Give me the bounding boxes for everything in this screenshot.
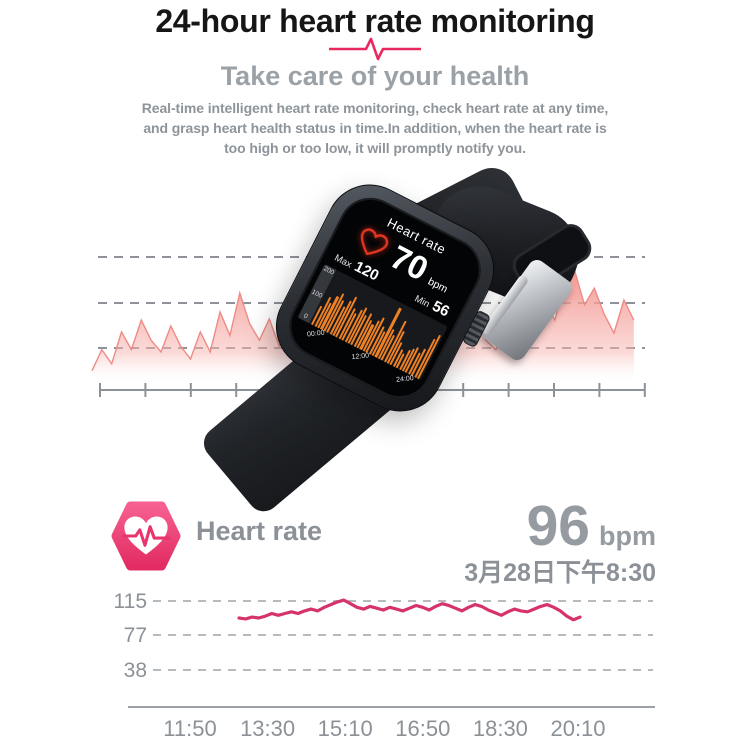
heart-rate-line [237, 598, 582, 622]
svg-text:20:10: 20:10 [550, 716, 605, 741]
heart-rate-label: Heart rate [196, 516, 323, 546]
heart-rate-reading: 96 bpm [527, 498, 656, 555]
description-line: and grasp heart health status in time.In… [143, 120, 607, 136]
heart-outline-icon [361, 228, 389, 255]
svg-text:38: 38 [124, 659, 147, 682]
heart-rate-value: 96 [526, 494, 590, 558]
watch-bpm-unit: bpm [425, 275, 450, 296]
description-line: Real-time intelligent heart rate monitor… [141, 100, 609, 116]
heart-rate-line-chart: 115 77 38 11:50 13:30 15:10 16:50 18:30 20:10 [114, 590, 655, 741]
svg-text:77: 77 [124, 624, 147, 647]
svg-text:16:50: 16:50 [395, 716, 450, 741]
watch-screen: Heart rate 70 bpm Max120 Min56 200 [278, 186, 492, 410]
page-subtitle: Take care of your health [220, 61, 530, 91]
page-title: 24-hour heart rate monitoring [155, 3, 595, 39]
svg-text:15:10: 15:10 [318, 716, 373, 741]
heart-pulse-badge-icon [111, 501, 181, 571]
svg-text:11:50: 11:50 [163, 716, 216, 741]
heart-rate-unit: bpm [599, 521, 656, 551]
svg-text:13:30: 13:30 [240, 716, 295, 741]
svg-text:115: 115 [114, 590, 147, 613]
description-line: too high or too low, it will promptly no… [224, 140, 526, 156]
ecg-pulse-icon [329, 37, 421, 61]
description: Real-time intelligent heart rate monitor… [0, 98, 750, 158]
heart-rate-datetime: 3月28日下午8:30 [464, 559, 656, 587]
svg-text:18:30: 18:30 [473, 716, 528, 741]
